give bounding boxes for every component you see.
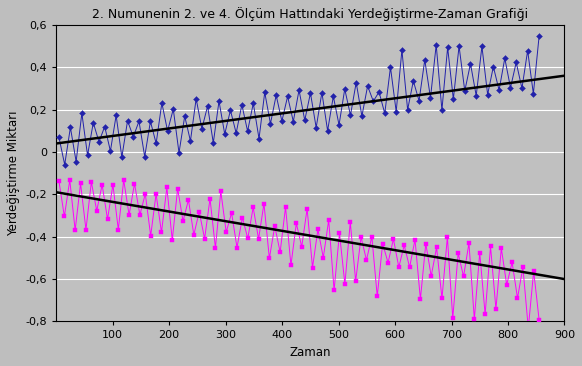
X-axis label: Zaman: Zaman: [290, 346, 331, 359]
Y-axis label: Yerdeğiştirme Miktarı: Yerdeğiştirme Miktarı: [7, 111, 20, 236]
Title: 2. Numunenin 2. ve 4. Ölçüm Hattındaki Yerdeğiştirme-Zaman Grafiği: 2. Numunenin 2. ve 4. Ölçüm Hattındaki Y…: [93, 7, 528, 21]
